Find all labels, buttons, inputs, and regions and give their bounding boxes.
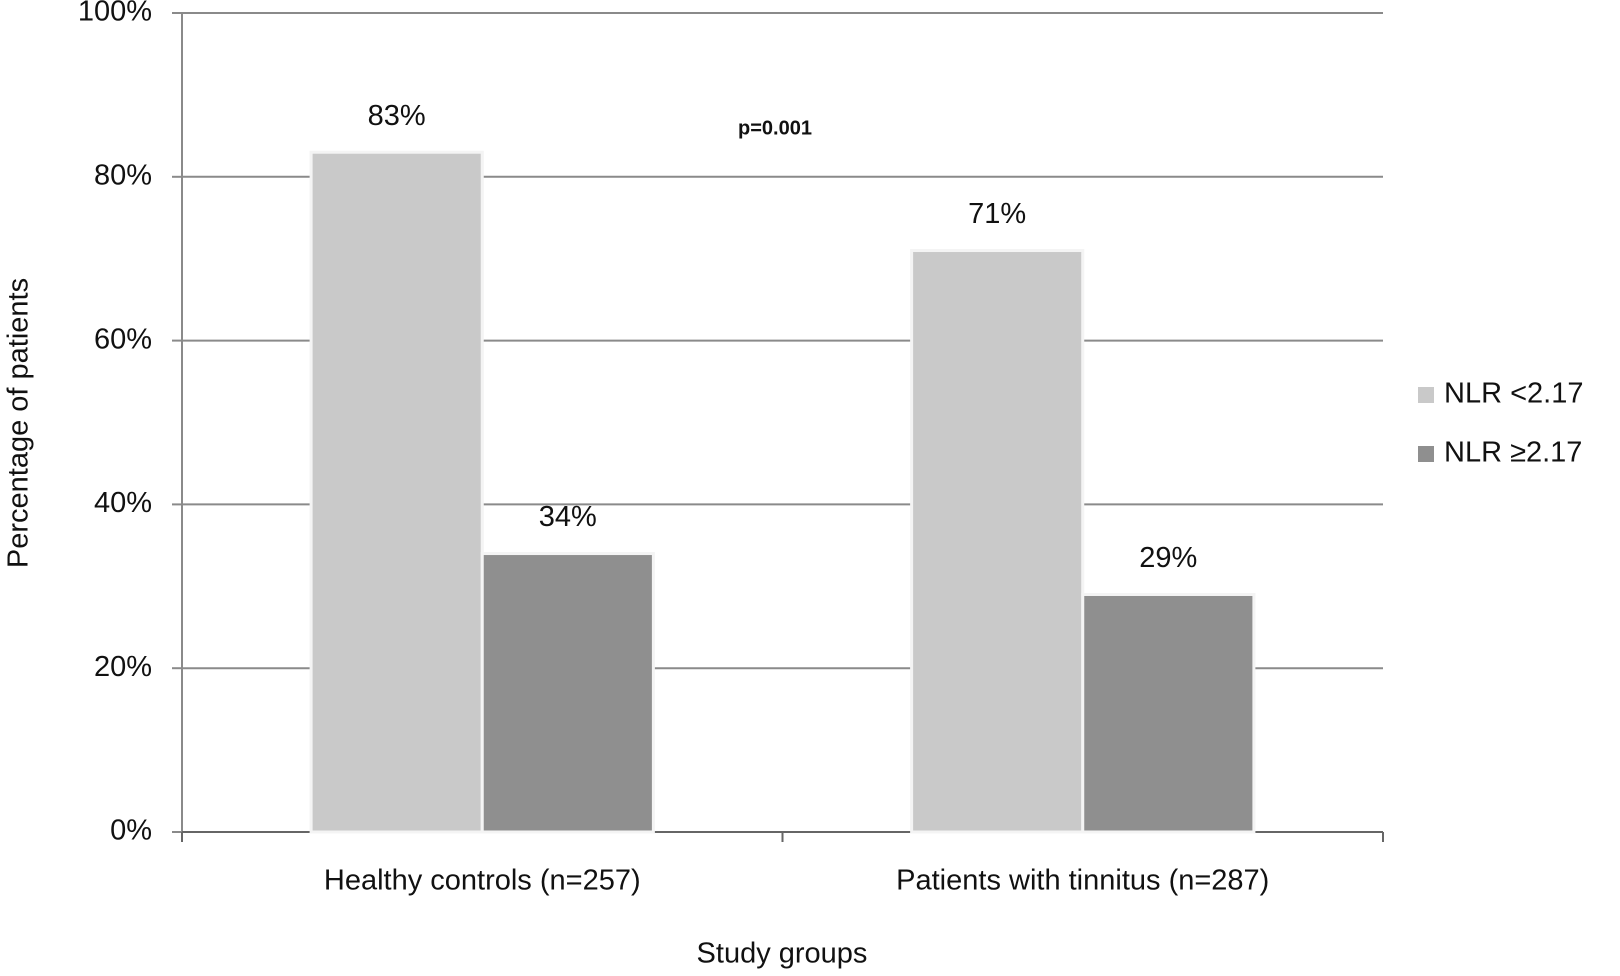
y-tick-label: 100% (78, 0, 152, 28)
legend-label: NLR <2.17 (1444, 378, 1583, 410)
bar (1081, 592, 1256, 834)
y-tick-label: 0% (110, 815, 152, 847)
annotation: p=0.001 (738, 117, 812, 139)
value-label: 29% (1139, 542, 1197, 574)
x-axis-title: Study groups (697, 938, 868, 970)
legend-swatch (1418, 446, 1434, 462)
y-tick-label: 60% (94, 323, 152, 355)
value-label: 83% (368, 100, 426, 132)
x-tick-label: Patients with tinnitus (n=287) (896, 865, 1269, 897)
legend-label: NLR ≥2.17 (1444, 437, 1582, 469)
bar (910, 249, 1085, 834)
x-tick-label: Healthy controls (n=257) (324, 865, 641, 897)
y-tick-label: 20% (94, 651, 152, 683)
bar (480, 552, 655, 834)
y-tick-label: 40% (94, 487, 152, 519)
y-axis-title: Percentage of patients (3, 278, 35, 568)
y-tick-label: 80% (94, 159, 152, 191)
value-label: 71% (968, 198, 1026, 230)
value-label: 34% (539, 501, 597, 533)
bar (309, 150, 484, 834)
legend-swatch (1418, 387, 1434, 403)
